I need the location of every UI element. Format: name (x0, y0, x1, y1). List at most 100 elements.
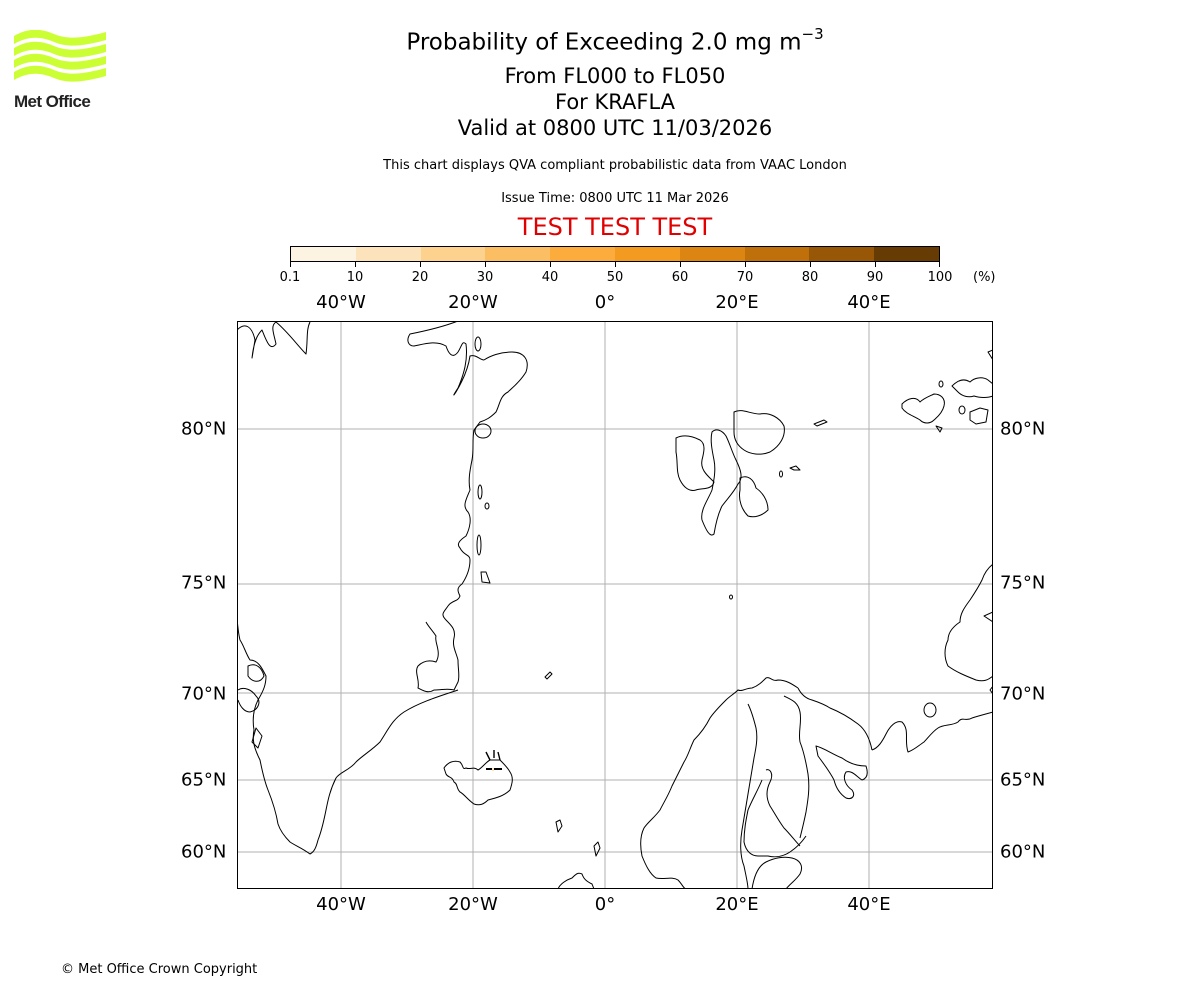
coast-norway (640, 677, 799, 889)
colorbar-tick-label: 60 (671, 270, 689, 285)
gridlines (237, 321, 993, 889)
lon-label-top-40w: 40°W (316, 292, 366, 313)
lon-label-bottom-40e: 40°E (847, 894, 891, 915)
coastlines (237, 321, 993, 889)
colorbar-ticks (290, 262, 940, 267)
test-banner: TEST TEST TEST (517, 213, 713, 241)
coast-shetland (593, 841, 601, 857)
coast-greenland-east (416, 351, 528, 693)
lat-label-right-65n: 65°N (1000, 769, 1046, 791)
logo-wordmark: Met Office (14, 92, 91, 111)
lon-label-top-20e: 20°E (715, 292, 759, 313)
lon-label-bottom-20e: 20°E (715, 894, 759, 915)
lon-label-top-0: 0° (594, 292, 616, 313)
colorbar-tick (615, 262, 616, 267)
title-text: Probability of Exceeding 2.0 mg m (406, 29, 802, 56)
lon-label-bottom-20w: 20°W (448, 894, 498, 915)
colorbar-tick (875, 262, 876, 267)
coast-baltic (751, 856, 803, 889)
border-finland-russia (783, 695, 810, 839)
chart-title: Probability of Exceeding 2.0 mg m−3 (0, 25, 1200, 56)
colorbar-segment (679, 247, 745, 261)
coast-kola (797, 687, 873, 751)
lat-label-right-70n: 70°N (1000, 683, 1046, 705)
colorbar-tick (355, 262, 356, 267)
colorbar-segment (809, 247, 875, 261)
lat-label-left-65n: 65°N (181, 769, 227, 791)
colorbar-tick (420, 262, 421, 267)
colorbar-segment (874, 247, 939, 261)
coast-svalbard-main (701, 429, 742, 536)
colorbar-tick-label: 100 (927, 270, 953, 285)
coast-nordaustlandet (733, 410, 785, 455)
coast-gulf-of-bothnia (743, 779, 807, 858)
colorbar-tick (485, 262, 486, 267)
lon-label-top-20w: 20°W (448, 292, 498, 313)
volcano-name: For KRAFLA (555, 90, 675, 114)
coast-edgeoya (739, 476, 769, 518)
coast-kvitoya (813, 419, 828, 427)
lat-label-right-60n: 60°N (1000, 841, 1046, 863)
met-office-logo: Met Office (14, 29, 106, 112)
lat-label-right-75n: 75°N (1000, 572, 1046, 594)
coast-greenland-south (237, 619, 459, 855)
colorbar (290, 246, 940, 262)
chart-description: This chart displays QVA compliant probab… (383, 158, 847, 173)
issue-time: Issue Time: 0800 UTC 11 Mar 2026 (501, 191, 729, 206)
copyright-notice: © Met Office Crown Copyright (61, 962, 258, 977)
colorbar-tick-label: 0.1 (279, 270, 301, 285)
level-range: From FL000 to FL050 (504, 64, 726, 88)
colorbar-tick-label: 30 (476, 270, 494, 285)
colorbar-segment (485, 247, 551, 261)
colorbar-tick-label: 70 (736, 270, 754, 285)
met-office-waves-icon (14, 29, 106, 82)
colorbar-segment (420, 247, 486, 261)
coast-novaya-zemlya (944, 563, 993, 682)
lat-label-left-70n: 70°N (181, 683, 227, 705)
lon-label-bottom-40w: 40°W (316, 894, 366, 915)
coast-scotland (557, 872, 595, 889)
colorbar-tick-label: 80 (801, 270, 819, 285)
lat-label-left-75n: 75°N (181, 572, 227, 594)
coast-iceland (443, 759, 513, 806)
lat-label-left-60n: 60°N (181, 841, 227, 863)
colorbar-tick (745, 262, 746, 267)
coast-russia-north (871, 711, 993, 753)
lon-label-bottom-0: 0° (594, 894, 616, 915)
colorbar-tick-label: 40 (541, 270, 559, 285)
map-frame (237, 321, 993, 889)
colorbar-tick (810, 262, 811, 267)
colorbar-segment (550, 247, 615, 261)
colorbar-tick-label: 20 (411, 270, 429, 285)
title-exponent: −3 (801, 25, 824, 43)
coast-svalbard-west (675, 435, 715, 491)
chart-subtitle: From FL000 to FL050 For KRAFLA Valid at … (0, 63, 1200, 141)
colorbar-segment (355, 247, 421, 261)
coast-franz-josef-1 (901, 393, 945, 424)
colorbar-segment (614, 247, 680, 261)
lat-label-left-80n: 80°N (181, 418, 227, 440)
lon-label-top-40e: 40°E (847, 292, 891, 313)
coast-greenland-north (407, 321, 485, 396)
colorbar-tick (290, 262, 291, 267)
colorbar-segment (744, 247, 810, 261)
colorbar-tick-label: 50 (606, 270, 624, 285)
colorbar-segment (291, 247, 356, 261)
border-norway-sweden (740, 703, 758, 889)
probability-region (492, 768, 494, 771)
colorbar-unit: (%) (973, 270, 996, 285)
colorbar-tick (550, 262, 551, 267)
colorbar-tick-label: 90 (866, 270, 884, 285)
coast-bothnia-east (765, 769, 801, 847)
coast-jan-mayen (544, 671, 553, 680)
coast-ellesmere (237, 321, 311, 359)
coast-franz-josef-2 (951, 377, 993, 398)
valid-time: Valid at 0800 UTC 11/03/2026 (457, 116, 773, 140)
colorbar-tick (680, 262, 681, 267)
lat-label-right-80n: 80°N (1000, 418, 1046, 440)
coast-faroes (555, 819, 563, 833)
colorbar-tick (939, 262, 940, 267)
colorbar-tick-label: 10 (346, 270, 364, 285)
coast-white-sea (815, 745, 868, 799)
map-panel[interactable] (237, 321, 993, 889)
